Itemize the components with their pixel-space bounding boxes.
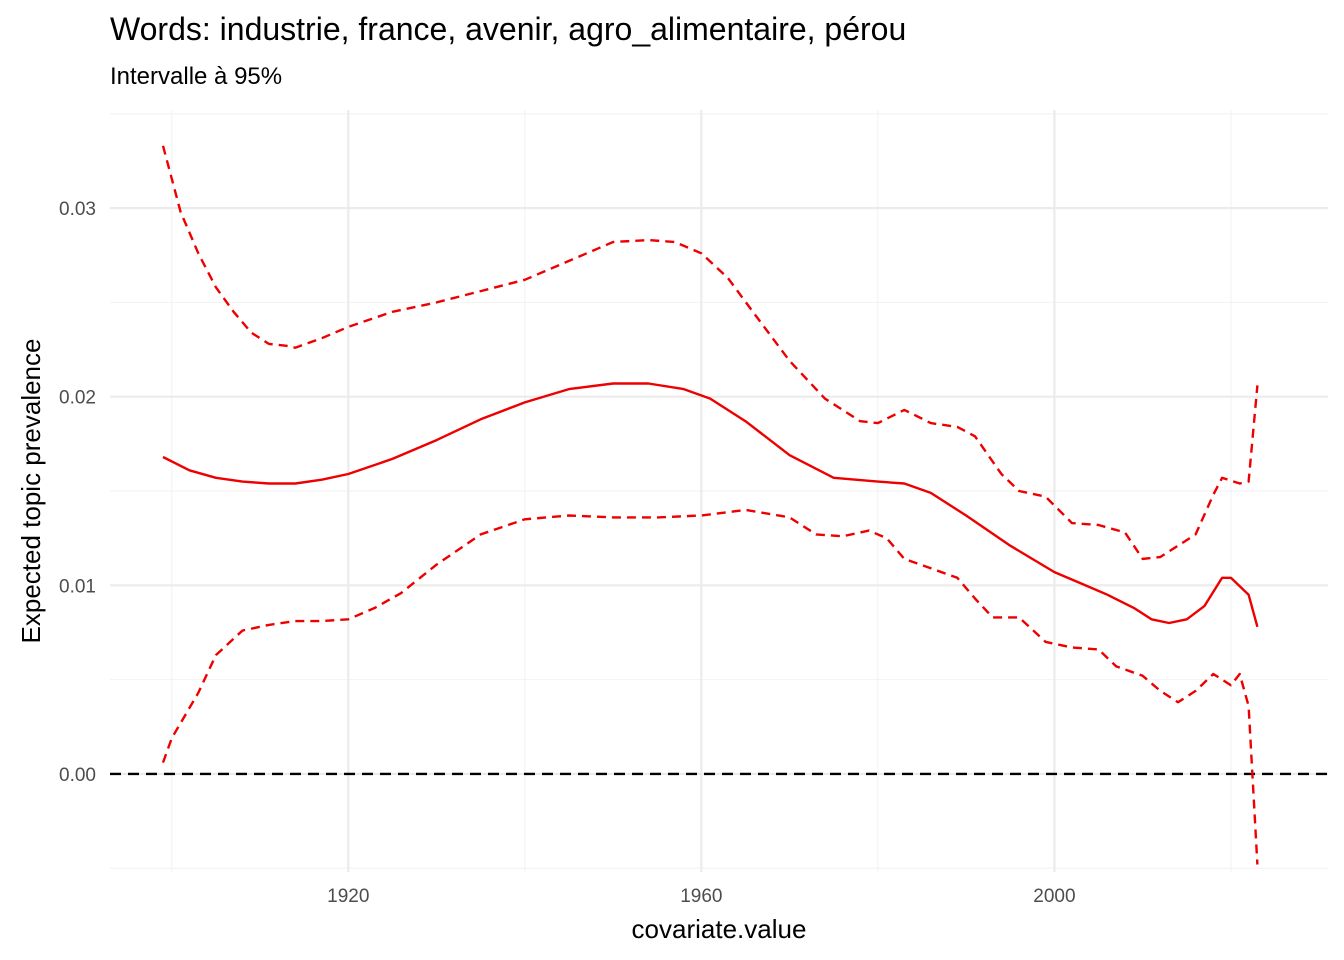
estimate-line: [162, 382, 1259, 628]
x-tick-labels: 1920 1960 2000: [327, 886, 1075, 907]
x-tick-label: 2000: [1033, 886, 1075, 907]
y-axis-title: Expected topic prevalence: [16, 339, 46, 644]
x-tick-label: 1920: [327, 886, 369, 907]
y-tick-label: 0.02: [59, 388, 96, 409]
chart-title: Words: industrie, france, avenir, agro_a…: [110, 11, 906, 47]
chart-subtitle: Intervalle à 95%: [110, 63, 282, 90]
y-tick-label: 0.01: [59, 576, 96, 597]
y-tick-label: 0.00: [59, 765, 96, 786]
x-tick-label: 1960: [680, 886, 722, 907]
y-tick-label: 0.03: [59, 199, 96, 220]
minor-gridlines: [110, 110, 1328, 872]
series-layer: [161, 145, 1259, 865]
lower-ci-line: [161, 508, 1259, 865]
x-axis-title: covariate.value: [632, 914, 807, 944]
y-tick-labels: 0.00 0.01 0.02 0.03: [59, 199, 96, 786]
